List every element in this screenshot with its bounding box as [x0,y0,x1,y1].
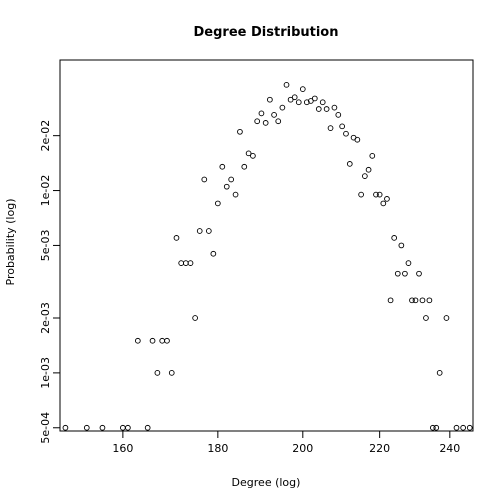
data-point [429,424,436,431]
data-point [173,235,180,241]
data-point [373,191,379,198]
y-axis: 5e-04 1e-03 2e-03 5e-03 1e-02 2e-02 [39,120,60,444]
data-point [327,125,334,131]
data-point [62,424,69,431]
data-point [295,99,302,106]
data-point [210,250,217,257]
data-point [232,191,239,198]
data-point [99,424,106,431]
data-point [443,315,450,321]
data-point [394,270,401,277]
data-point [319,99,326,106]
x-tick-label: 200 [292,442,313,455]
data-point [412,297,419,304]
data-point [307,98,314,104]
data-point [433,424,440,431]
data-point [205,228,212,234]
y-tick-label: 5e-04 [39,412,52,444]
data-point [402,270,408,277]
x-axis: 160 180 200 220 240 [112,431,460,455]
y-axis-label: Probability (log) [4,199,17,286]
data-point [192,315,198,321]
y-tick-label: 1e-02 [39,175,52,207]
data-point [254,118,261,125]
data-point [291,94,298,101]
data-point [398,242,405,249]
data-point [187,260,194,266]
data-point [436,370,443,376]
data-point [426,297,433,304]
data-point [354,136,361,143]
x-tick-label: 160 [112,442,133,455]
data-points [62,81,473,431]
data-point [387,297,394,304]
data-point [134,337,141,344]
data-point [219,163,226,170]
data-point [262,120,269,126]
data-point [315,106,322,112]
data-point [331,104,338,111]
data-point [339,123,345,130]
data-point [250,152,256,159]
data-point [214,200,221,207]
data-point [283,81,290,88]
data-point [303,99,310,106]
data-point [271,112,277,118]
data-point [453,424,460,431]
data-point [365,166,372,173]
data-point [335,112,342,118]
data-point [405,260,412,266]
data-point [125,424,131,431]
data-point [346,161,353,167]
chart-title: Degree Distribution [194,25,339,40]
data-point [287,96,294,103]
data-point [391,235,398,241]
data-point [299,86,306,92]
data-point [358,191,364,198]
data-point [409,297,415,304]
data-point [362,173,368,179]
data-point [201,176,208,183]
y-tick-label: 2e-02 [39,120,52,152]
data-point [275,118,282,125]
x-tick-label: 180 [207,442,228,455]
data-point [423,315,429,321]
data-point [376,191,383,198]
data-point [311,95,318,102]
data-point [237,128,243,135]
y-tick-label: 1e-03 [39,357,52,389]
x-tick-label: 220 [369,442,390,455]
data-point [168,370,175,376]
data-point [267,96,273,103]
data-point [279,104,286,111]
data-point [149,337,156,344]
data-point [258,110,265,117]
data-point [384,196,390,202]
data-point [196,228,203,234]
data-point [323,106,330,112]
data-point [466,424,473,431]
data-point [83,424,90,431]
data-point [416,270,422,277]
data-point [241,163,248,170]
data-point [343,130,349,137]
data-point [223,183,230,190]
data-point [144,424,151,431]
data-point [154,370,161,376]
data-point [369,152,376,159]
data-point [419,297,426,304]
y-tick-label: 5e-03 [39,230,52,262]
data-point [380,200,387,207]
x-tick-label: 240 [439,442,460,455]
data-point [245,150,252,157]
y-tick-label: 2e-03 [39,302,52,334]
data-point [228,176,235,183]
data-point [164,337,170,344]
x-axis-label: Degree (log) [232,476,301,489]
data-point [460,424,466,431]
